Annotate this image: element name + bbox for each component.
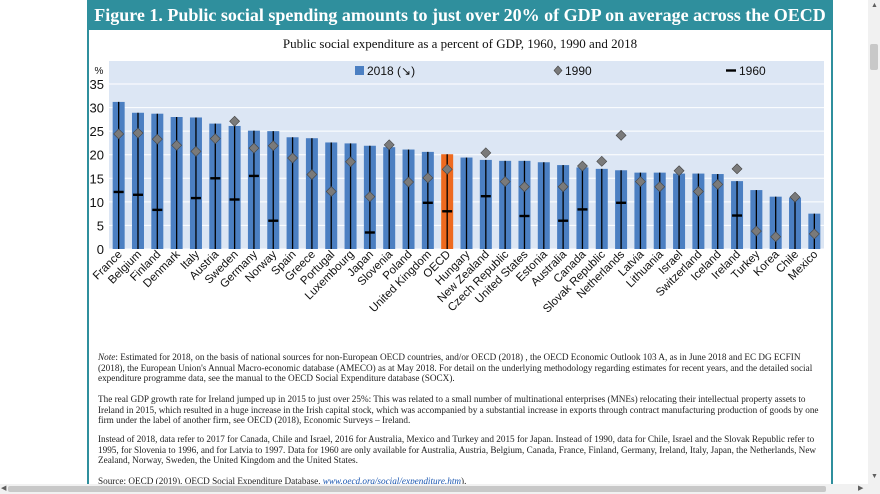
- y-tick-label: 30: [90, 101, 104, 116]
- note-label: Note: [98, 352, 116, 362]
- marker-1990: [151, 133, 163, 145]
- y-tick-label: 15: [90, 171, 104, 186]
- marker-1990: [519, 181, 530, 193]
- marker-1990: [557, 181, 569, 193]
- scroll-up-arrow-icon[interactable]: ▲: [871, 2, 878, 9]
- scroll-right-arrow-icon[interactable]: ▶: [858, 485, 864, 492]
- marker-1990: [770, 231, 782, 243]
- source-text: Source: OECD (2019), OECD Social Expendi…: [98, 476, 321, 485]
- data-years-note: Instead of 2018, data refer to 2017 for …: [98, 434, 817, 466]
- vertical-scroll-thumb[interactable]: [870, 44, 878, 70]
- marker-1990: [615, 129, 627, 141]
- marker-1990: [209, 133, 221, 145]
- marker-1990: [364, 191, 376, 203]
- x-axis-labels: FranceBelgiumFinlandDenmarkItalyAustriaS…: [91, 248, 820, 315]
- marker-1990: [654, 181, 666, 193]
- marker-1990: [248, 142, 260, 154]
- marker-1990: [712, 178, 724, 190]
- bar-chart: 0 5 10 15 20 25 30 35% FranceBelgiumFinlandDenm…: [90, 61, 824, 315]
- legend-label-1960: 1960: [739, 64, 766, 78]
- y-axis-label: %: [95, 66, 104, 77]
- marker-1990: [267, 140, 279, 152]
- y-tick-label: 0: [97, 242, 104, 257]
- y-tick-label: 35: [90, 77, 104, 92]
- scroll-left-arrow-icon[interactable]: ◀: [1, 485, 7, 492]
- y-axis: 0 5 10 15 20 25 30 35%: [90, 66, 104, 257]
- scroll-down-arrow-icon[interactable]: ▼: [871, 473, 878, 480]
- marker-1990: [692, 186, 704, 197]
- marker-1990: [132, 127, 144, 139]
- y-tick-label: 5: [97, 218, 104, 233]
- marker-1990: [577, 160, 588, 172]
- marker-1990: [113, 128, 125, 140]
- marker-1990: [306, 169, 318, 180]
- marker-1990: [171, 139, 183, 151]
- legend-swatch-2018: [355, 66, 364, 75]
- ireland-note: The real GDP growth rate for Ireland jum…: [98, 394, 819, 426]
- y-tick-label: 25: [90, 124, 104, 139]
- marker-1990: [229, 115, 241, 127]
- marker-1990: [480, 147, 492, 159]
- marker-1990: [325, 186, 337, 197]
- marker-1990: [596, 155, 608, 167]
- marker-1990: [383, 139, 395, 151]
- source-end: ).: [461, 476, 467, 485]
- marker-1990: [441, 163, 453, 175]
- marker-1990: [345, 156, 356, 168]
- marker-1990: [190, 145, 202, 157]
- marker-1990: [499, 176, 511, 188]
- horizontal-scroll-thumb[interactable]: [8, 486, 826, 492]
- y-tick-label: 10: [90, 195, 104, 210]
- bars: [112, 101, 821, 250]
- chart-title: Public social expenditure as a percent o…: [282, 36, 638, 51]
- marker-1990: [789, 191, 801, 203]
- source-link[interactable]: www.oecd.org/social/expenditure.htm: [322, 476, 462, 485]
- marker-1990: [634, 176, 646, 188]
- marker-1990: [403, 176, 414, 188]
- legend-label-2018: 2018 (↘): [367, 64, 415, 78]
- marker-1990: [673, 165, 685, 177]
- note-text: : Estimated for 2018, on the basis of na…: [98, 352, 813, 384]
- legend-swatch-1990: [553, 65, 563, 76]
- marker-1990: [422, 172, 434, 184]
- marker-1990: [731, 163, 743, 175]
- marker-1990: [287, 152, 299, 164]
- legend-label-1990: 1990: [565, 64, 592, 78]
- marker-1990: [750, 225, 762, 237]
- figure-title: Figure 1. Public social spending amounts…: [89, 0, 831, 30]
- source-line: Source: OECD (2019), OECD Social Expendi…: [98, 476, 826, 485]
- y-tick-label: 20: [90, 148, 104, 163]
- legend: 2018 (↘) 1990 1960: [355, 64, 766, 78]
- vertical-scrollbar[interactable]: [868, 0, 880, 484]
- note-paragraph: Note: Estimated for 2018, on the basis o…: [98, 352, 826, 384]
- figure-frame: Figure 1. Public social spending amounts…: [87, 0, 833, 485]
- marker-1990: [808, 228, 820, 240]
